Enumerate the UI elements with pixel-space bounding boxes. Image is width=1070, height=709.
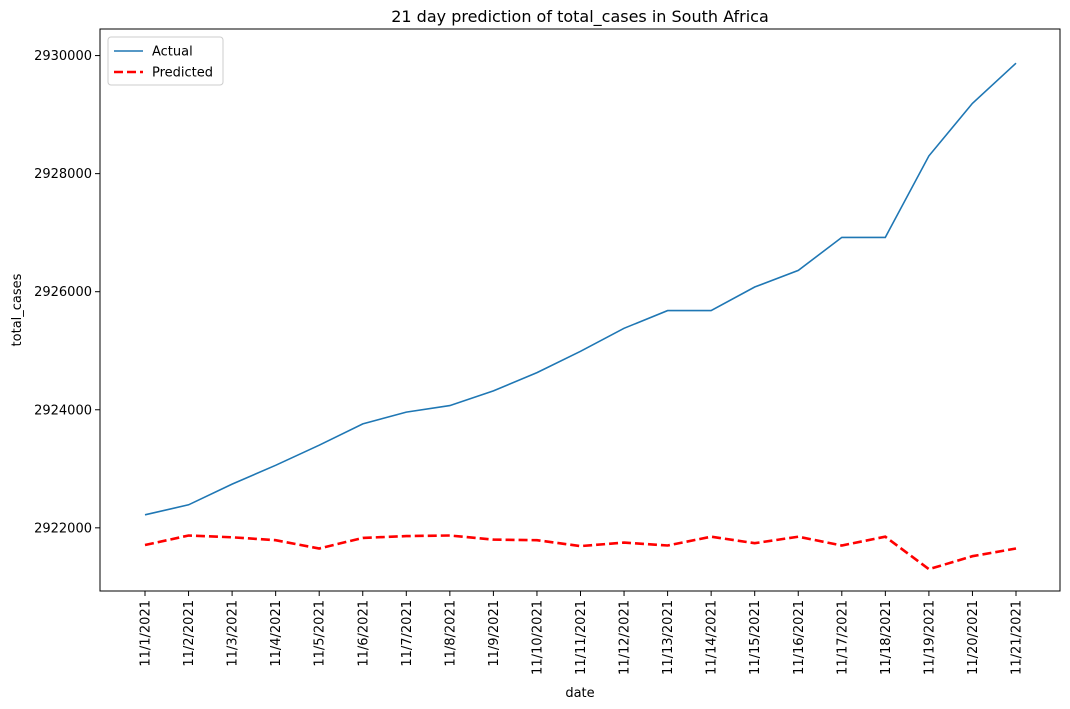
x-tick-label: 11/12/2021 [618,600,633,675]
x-tick-label: 11/16/2021 [792,600,807,675]
x-tick-label: 11/8/2021 [443,600,458,667]
legend-label: Predicted [152,66,213,81]
legend-label: Actual [152,45,193,60]
series-line-actual [144,62,1017,516]
series-line-predicted [144,534,1017,571]
x-tick-label: 11/13/2021 [661,600,676,675]
x-tick-label: 11/14/2021 [705,600,720,675]
x-tick-label: 11/5/2021 [313,600,328,667]
y-tick-label: 2930000 [34,49,92,64]
x-tick-label: 11/17/2021 [835,600,850,675]
x-axis: 11/1/2021 11/2/2021 11/3/2021 11/4/2021 11/5… [139,591,1025,675]
x-tick-label: 11/2/2021 [182,600,197,667]
y-tick-label: 2924000 [34,403,92,418]
x-tick-label: 11/21/2021 [1010,600,1025,675]
series-layer [144,62,1017,571]
x-axis-title: date [565,686,594,701]
x-tick-label: 11/11/2021 [574,600,589,675]
x-tick-label: 11/3/2021 [226,600,241,667]
y-axis: 2922000 2924000 2926000 2928000 2930000 [34,49,100,536]
chart-title: 21 day prediction of total_cases in Sout… [391,7,769,27]
legend: Actual Predicted [107,36,224,86]
x-tick-label: 11/20/2021 [966,600,981,675]
y-tick-label: 2926000 [34,285,92,300]
x-tick-label: 11/15/2021 [748,600,763,675]
legend-box [107,36,224,86]
x-tick-label: 11/7/2021 [400,600,415,667]
x-tick-label: 11/9/2021 [487,600,502,667]
y-tick-label: 2922000 [34,521,92,536]
x-tick-label: 11/6/2021 [356,600,371,667]
x-tick-label: 11/1/2021 [139,600,154,667]
x-tick-label: 11/19/2021 [922,600,937,675]
x-tick-label: 11/4/2021 [269,600,284,667]
x-tick-label: 11/18/2021 [879,600,894,675]
y-tick-label: 2928000 [34,167,92,182]
y-axis-title: total_cases [10,273,25,346]
x-tick-label: 11/10/2021 [530,600,545,675]
